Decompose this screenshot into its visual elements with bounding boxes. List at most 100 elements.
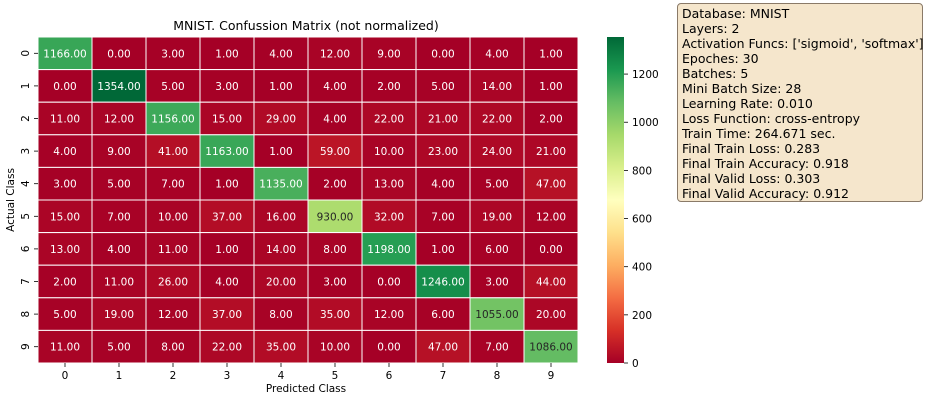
heatmap-cell-4-3 xyxy=(199,166,255,201)
cell-value-2-2: 1156.00 xyxy=(151,114,194,126)
cell-value-3-7: 23.00 xyxy=(428,146,458,158)
heatmap-cell-0-2 xyxy=(145,36,201,71)
heatmap-cell-7-1 xyxy=(91,264,147,299)
cell-value-7-4: 20.00 xyxy=(266,277,296,289)
info-line: Layers: 2 xyxy=(682,21,740,36)
x-tick-label: 5 xyxy=(332,370,339,382)
cell-value-6-1: 4.00 xyxy=(107,244,130,256)
y-tick-label: 9 xyxy=(20,343,32,350)
cell-value-9-3: 22.00 xyxy=(212,342,242,354)
cell-value-8-7: 6.00 xyxy=(431,309,454,321)
colorbar-tick-label: 1000 xyxy=(632,117,659,129)
chart-title: MNIST. Confussion Matrix (not normalized… xyxy=(173,18,439,33)
heatmap-cell-1-2 xyxy=(145,69,201,103)
heatmap-cell-3-1 xyxy=(91,134,147,168)
heatmap-cell-4-2 xyxy=(145,166,201,201)
cell-value-5-2: 10.00 xyxy=(158,211,188,223)
heatmap-cells: 1166.00 0.00 3.00 1.00 4.00 12.00 9.00 0.00 4.00… xyxy=(37,36,579,364)
colorbar-tick-label: 400 xyxy=(632,262,652,274)
cell-value-7-0: 2.00 xyxy=(53,277,76,289)
info-line: Loss Function: cross-entropy xyxy=(682,111,861,126)
x-tick-label: 7 xyxy=(440,370,447,382)
heatmap-cell-5-9 xyxy=(523,199,579,234)
cell-value-7-5: 3.00 xyxy=(323,277,346,289)
cell-value-7-3: 4.00 xyxy=(215,277,238,289)
cell-value-2-6: 22.00 xyxy=(374,114,404,126)
heatmap-cell-4-6 xyxy=(361,166,417,201)
cell-value-4-8: 5.00 xyxy=(485,179,508,191)
cell-value-5-6: 32.00 xyxy=(374,211,404,223)
cell-value-8-4: 8.00 xyxy=(269,309,292,321)
cell-value-6-3: 1.00 xyxy=(215,244,238,256)
cell-value-3-6: 10.00 xyxy=(374,146,404,158)
info-line: Final Valid Loss: 0.303 xyxy=(682,171,821,186)
heatmap-cell-9-8 xyxy=(469,329,525,364)
cell-value-6-9: 0.00 xyxy=(539,244,562,256)
info-line: Epoches: 30 xyxy=(682,51,759,66)
heatmap-cell-3-3 xyxy=(199,134,255,168)
heatmap-cell-4-8 xyxy=(469,166,525,201)
heatmap-cell-6-9 xyxy=(523,232,579,266)
cell-value-9-1: 5.00 xyxy=(107,342,130,354)
info-line: Train Time: 264.671 sec. xyxy=(682,126,836,141)
y-tick-label: 6 xyxy=(20,245,32,252)
y-tick-label: 8 xyxy=(20,311,32,318)
y-tick-label: 4 xyxy=(20,180,32,187)
x-tick-label: 2 xyxy=(170,370,177,382)
cell-value-7-7: 1246.00 xyxy=(421,277,464,289)
x-tick-label: 6 xyxy=(386,370,393,382)
cell-value-7-9: 44.00 xyxy=(536,277,566,289)
cell-value-8-9: 20.00 xyxy=(536,309,566,321)
heatmap-cell-3-6 xyxy=(361,134,417,168)
y-tick-label: 1 xyxy=(20,83,32,90)
colorbar-tick-label: 0 xyxy=(632,358,639,370)
heatmap-cell-1-5 xyxy=(307,69,363,103)
heatmap-cell-2-7 xyxy=(415,101,471,136)
heatmap-cell-4-5 xyxy=(307,166,363,201)
cell-value-3-9: 21.00 xyxy=(536,146,566,158)
cell-value-8-3: 37.00 xyxy=(212,309,242,321)
heatmap-cell-3-4 xyxy=(253,134,309,168)
info-line: Mini Batch Size: 28 xyxy=(682,81,802,96)
cell-value-0-9: 1.00 xyxy=(539,48,562,60)
colorbar-ticks: 0 200 400 600 800 1000 1200 xyxy=(624,69,659,370)
colorbar-tick-label: 600 xyxy=(632,214,652,226)
cell-value-0-3: 1.00 xyxy=(215,48,238,60)
cell-value-4-5: 2.00 xyxy=(323,179,346,191)
cell-value-1-4: 1.00 xyxy=(269,81,292,93)
cell-value-8-8: 1055.00 xyxy=(475,309,518,321)
cell-value-5-8: 19.00 xyxy=(482,211,512,223)
cell-value-0-0: 1166.00 xyxy=(43,48,86,60)
heatmap-cell-6-1 xyxy=(91,232,147,266)
heatmap-cell-9-1 xyxy=(91,329,147,364)
heatmap-cell-0-8 xyxy=(469,36,525,71)
cell-value-4-2: 7.00 xyxy=(161,179,184,191)
heatmap-cell-0-7 xyxy=(415,36,471,71)
cell-value-2-0: 11.00 xyxy=(50,114,80,126)
cell-value-8-1: 19.00 xyxy=(104,309,134,321)
cell-value-8-5: 35.00 xyxy=(320,309,350,321)
cell-value-3-8: 24.00 xyxy=(482,146,512,158)
cell-value-0-6: 9.00 xyxy=(377,48,400,60)
cell-value-5-7: 7.00 xyxy=(431,211,454,223)
heatmap-cell-5-8 xyxy=(469,199,525,234)
y-tick-label: 0 xyxy=(20,50,32,57)
heatmap-cell-3-5 xyxy=(307,134,363,168)
cell-value-8-6: 12.00 xyxy=(374,309,404,321)
cell-value-0-8: 4.00 xyxy=(485,48,508,60)
heatmap-cell-4-7 xyxy=(415,166,471,201)
heatmap-cell-2-0 xyxy=(37,101,93,136)
heatmap-cell-8-9 xyxy=(523,297,579,331)
heatmap-cell-8-3 xyxy=(199,297,255,331)
cell-value-0-2: 3.00 xyxy=(161,48,184,60)
x-tick-label: 0 xyxy=(62,370,69,382)
heatmap-cell-1-4 xyxy=(253,69,309,103)
cell-value-5-1: 7.00 xyxy=(107,211,130,223)
x-axis-label: Predicted Class xyxy=(266,383,346,395)
heatmap-cell-1-7 xyxy=(415,69,471,103)
info-line: Final Train Accuracy: 0.918 xyxy=(682,156,849,171)
heatmap-cell-8-7 xyxy=(415,297,471,331)
cell-value-4-4: 1135.00 xyxy=(259,179,302,191)
cell-value-7-2: 26.00 xyxy=(158,277,188,289)
cell-value-1-3: 3.00 xyxy=(215,81,238,93)
